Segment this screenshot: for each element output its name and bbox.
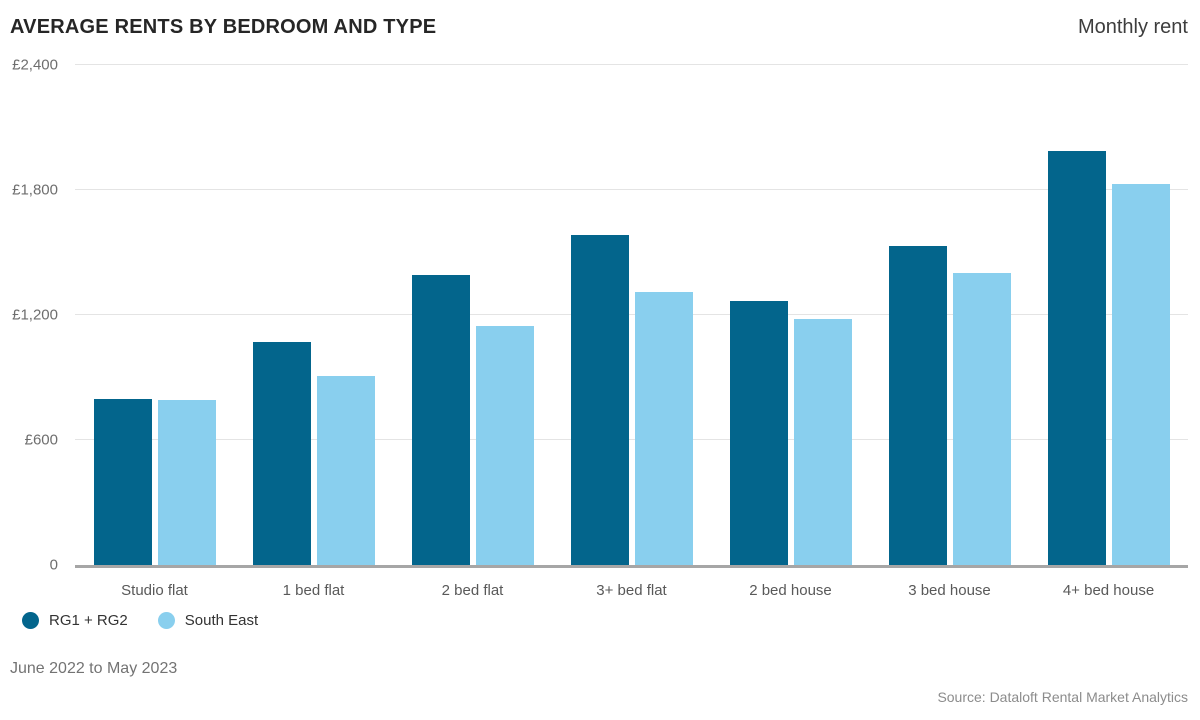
bar-rg1-rg2-studio-flat	[93, 399, 152, 565]
chart-title: AVERAGE RENTS BY BEDROOM AND TYPE	[10, 16, 437, 38]
gridline	[75, 64, 1188, 65]
period-label: June 2022 to May 2023	[10, 660, 178, 677]
x-axis-labels: Studio flat 1 bed flat 2 bed flat 3+ bed fl…	[75, 574, 1188, 599]
x-axis-label: Studio flat	[121, 582, 188, 599]
x-axis-label: 4+ bed house	[1062, 582, 1155, 599]
gridline	[75, 314, 1188, 315]
bar-rg1-rg2-2-bed-house	[729, 301, 788, 565]
bar-south-east-2-bed-flat	[475, 326, 534, 565]
legend-item: South East	[157, 612, 259, 629]
legend-label: South East	[184, 612, 259, 629]
x-axis-label: 2 bed house	[749, 582, 832, 599]
x-axis-label: 1 bed flat	[282, 582, 345, 599]
gridline	[75, 439, 1188, 440]
source-label: Source: Dataloft Rental Market Analytics	[937, 689, 1188, 705]
bar-south-east-studio-flat	[157, 400, 216, 565]
gridline	[75, 189, 1188, 190]
legend-swatch-icon	[22, 612, 39, 629]
bar-south-east-1-bed-flat	[316, 376, 375, 565]
bar-rg1-rg2-3-bed-house	[888, 246, 947, 565]
bar-rg1-rg2-3-bed-flat	[570, 234, 629, 565]
x-axis-label: 3 bed house	[908, 582, 991, 599]
legend-label: RG1 + RG2	[49, 612, 128, 629]
y-tick-label: £600	[24, 431, 58, 449]
legend-item: RG1 + RG2	[22, 612, 128, 629]
bar-group	[75, 65, 234, 565]
bar-group	[393, 65, 552, 565]
bar-group	[1029, 65, 1188, 565]
bar-rg1-rg2-4-bed-house	[1047, 151, 1106, 565]
y-tick-label: £2,400	[12, 56, 58, 74]
x-axis-label: 3+ bed flat	[596, 582, 667, 599]
x-axis-label: 2 bed flat	[441, 582, 504, 599]
y-tick-label: £1,800	[12, 181, 58, 199]
bar-south-east-3-bed-house	[952, 273, 1011, 565]
y-axis-unit-label: Monthly rent	[1077, 16, 1188, 38]
y-tick-label: £1,200	[12, 306, 58, 324]
legend: RG1 + RG2 South East	[22, 612, 258, 629]
legend-swatch-icon	[157, 612, 175, 629]
bar-rg1-rg2-2-bed-flat	[411, 275, 470, 565]
y-tick-label: 0	[49, 556, 58, 574]
plot-area: £2,400 £1,800 £1,200 £600 0	[12, 58, 1188, 573]
bar-south-east-2-bed-house	[793, 319, 852, 565]
bar-south-east-4-bed-house	[1111, 183, 1170, 565]
chart-header: AVERAGE RENTS BY BEDROOM AND TYPE Monthl…	[10, 16, 1188, 39]
bar-groups	[75, 65, 1188, 565]
bar-south-east-3-bed-flat	[634, 292, 693, 565]
bar-group	[870, 65, 1029, 565]
bar-group	[711, 65, 870, 565]
bar-rg1-rg2-1-bed-flat	[252, 342, 311, 565]
bar-group	[552, 65, 711, 565]
bar-group	[234, 65, 393, 565]
